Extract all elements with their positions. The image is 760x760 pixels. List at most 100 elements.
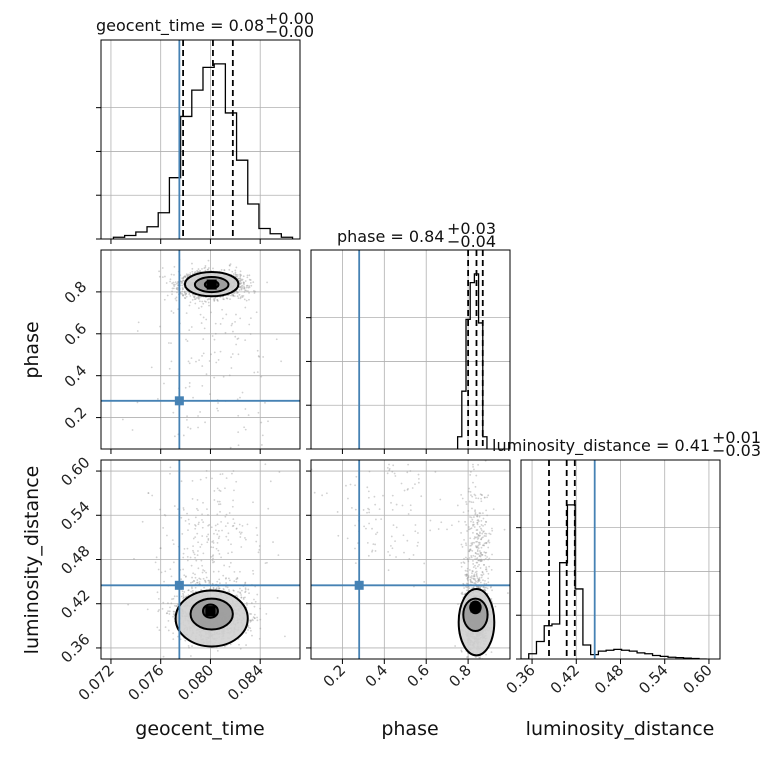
sample-point — [255, 526, 258, 529]
sample-point — [476, 662, 478, 664]
sample-point — [202, 352, 205, 355]
sample-point — [477, 559, 480, 562]
sample-point — [173, 610, 176, 613]
sample-point — [483, 551, 486, 554]
sample-point — [465, 501, 467, 503]
sample-point — [198, 298, 200, 300]
histogram-geocent_time — [112, 63, 294, 239]
sample-point — [480, 576, 483, 579]
sample-point — [244, 582, 247, 585]
sample-point — [163, 580, 165, 583]
sample-point — [485, 653, 487, 656]
sample-point — [176, 288, 179, 291]
sample-point — [484, 532, 486, 535]
scatter-panel-phase-luminosity_distance: 0.2 0.4 0.6 0.8 — [306, 452, 511, 691]
sample-point — [244, 339, 247, 342]
sample-point — [187, 529, 189, 531]
sample-point — [188, 646, 190, 649]
sample-point — [184, 519, 187, 522]
sample-point — [257, 411, 260, 414]
sample-point — [277, 554, 280, 557]
sample-point — [186, 547, 189, 550]
sample-point — [196, 269, 198, 272]
sample-point — [213, 532, 215, 535]
sample-point — [207, 579, 210, 582]
sample-point — [127, 603, 130, 606]
sample-point — [199, 411, 202, 413]
sample-point — [241, 294, 243, 297]
sample-point — [491, 529, 494, 532]
sample-point — [469, 491, 472, 493]
sample-point — [280, 360, 283, 363]
sample-point — [136, 330, 139, 332]
x-tick-label: 0.6 — [403, 661, 433, 691]
sample-point — [478, 535, 480, 537]
sample-point — [230, 324, 233, 327]
sample-point — [250, 613, 253, 615]
sample-point — [489, 586, 492, 589]
sample-point — [201, 365, 204, 367]
sample-point — [187, 273, 190, 276]
sample-point — [185, 293, 188, 295]
sample-point — [231, 525, 234, 528]
sample-point — [239, 587, 241, 590]
sample-point — [484, 523, 486, 526]
sample-point — [485, 509, 488, 512]
sample-point — [227, 539, 230, 541]
sample-point — [243, 281, 246, 284]
sample-point — [197, 426, 199, 429]
sample-point — [477, 586, 480, 588]
sample-point — [240, 596, 243, 599]
sample-point — [472, 466, 474, 468]
sample-point — [486, 514, 489, 517]
sample-point — [168, 613, 171, 615]
sample-point — [245, 284, 248, 287]
sample-point — [235, 480, 238, 483]
sample-point — [198, 296, 201, 299]
sample-point — [463, 587, 465, 589]
sample-point — [235, 276, 238, 278]
panel-border — [100, 39, 301, 240]
sample-point — [471, 587, 473, 590]
sample-point — [240, 594, 243, 596]
sample-point — [216, 513, 219, 516]
sample-point — [235, 580, 238, 583]
sample-point — [235, 594, 238, 597]
sample-point — [476, 565, 479, 568]
sample-point — [212, 586, 215, 589]
sample-point — [475, 546, 478, 548]
sample-point — [368, 508, 371, 511]
sample-point — [172, 283, 175, 286]
sample-point — [248, 592, 250, 595]
sample-point — [186, 275, 189, 278]
sample-point — [483, 452, 485, 454]
sample-point — [216, 533, 219, 536]
sample-point — [466, 557, 469, 560]
sample-point — [207, 268, 209, 271]
sample-point — [368, 511, 371, 514]
sample-point — [457, 603, 459, 605]
sample-point — [346, 537, 349, 540]
panel-border — [310, 249, 511, 450]
sample-point — [218, 587, 221, 590]
sample-point — [368, 470, 371, 473]
sample-point — [247, 588, 250, 591]
sample-point — [479, 552, 482, 555]
sample-point — [475, 580, 478, 583]
sample-point — [157, 610, 160, 613]
sample-point — [355, 475, 358, 478]
sample-point — [478, 563, 480, 566]
sample-point — [239, 283, 242, 286]
sample-point — [243, 291, 246, 293]
sample-point — [480, 574, 483, 576]
sample-point — [183, 591, 186, 593]
sample-point — [252, 573, 255, 575]
sample-point — [368, 522, 370, 525]
sample-point — [246, 290, 249, 292]
hist-panel-phase — [306, 249, 511, 454]
sample-point — [181, 280, 184, 283]
sample-point — [483, 563, 485, 566]
sample-point — [235, 274, 237, 277]
sample-point — [506, 592, 509, 594]
sample-point — [197, 567, 200, 570]
